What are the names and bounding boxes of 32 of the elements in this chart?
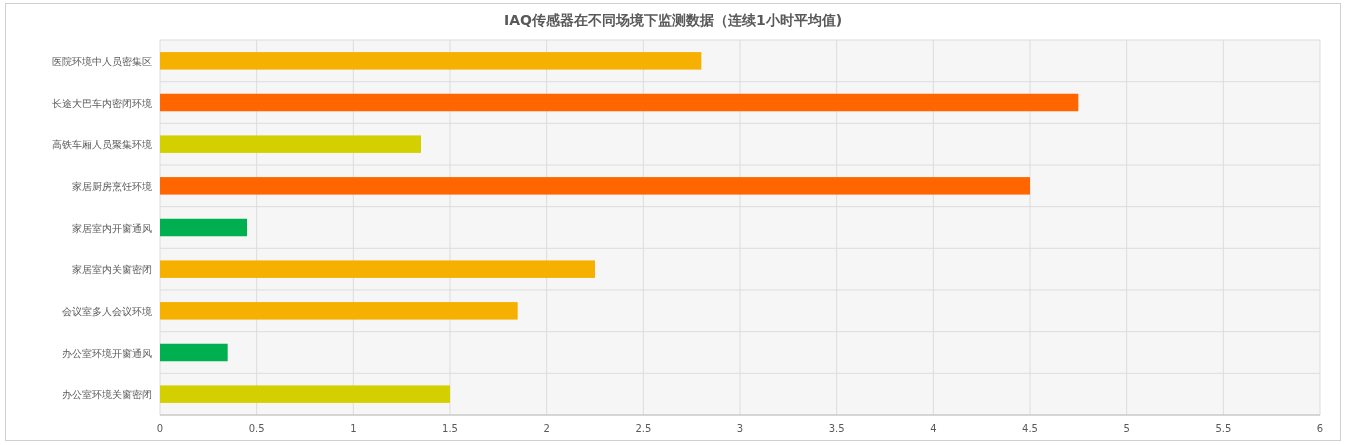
x-tick-label: 5 xyxy=(1123,423,1130,434)
bar xyxy=(160,135,421,153)
x-tick-label: 4.5 xyxy=(1022,423,1038,434)
y-tick-label: 会议室多人会议环境 xyxy=(62,305,152,317)
bar xyxy=(160,302,518,320)
x-tick-label: 2 xyxy=(543,423,550,434)
x-tick-label: 4 xyxy=(930,423,937,434)
bar xyxy=(160,218,247,237)
bar xyxy=(160,177,1030,195)
y-tick-label: 办公室环境关窗密闭 xyxy=(62,389,152,401)
x-tick-label: 2.5 xyxy=(635,423,652,434)
y-tick-label: 长途大巴车内密闭环境 xyxy=(52,97,152,109)
x-tick-label: 3 xyxy=(736,423,744,434)
bar xyxy=(160,260,595,278)
bar xyxy=(160,385,450,403)
y-tick-label: 医院环境中人员密集区 xyxy=(52,55,152,67)
x-tick-label: 3.5 xyxy=(828,423,845,434)
y-tick-label: 家居室内关窗密闭 xyxy=(72,264,152,276)
x-tick-label: 0 xyxy=(156,423,164,434)
bar xyxy=(160,343,228,362)
x-tick-label: 1.5 xyxy=(442,423,458,434)
bar xyxy=(160,93,1079,112)
y-tick-label: 办公室环境开窗通风 xyxy=(62,347,152,359)
x-tick-label: 5.5 xyxy=(1215,423,1232,434)
y-tick-label: 家居厨房烹饪环境 xyxy=(72,180,152,192)
x-tick-label: 6 xyxy=(1316,423,1324,434)
y-tick-label: 家居室内开窗通风 xyxy=(72,222,152,234)
chart-title: IAQ传感器在不同场境下监测数据（连续1小时平均值) xyxy=(503,12,843,28)
y-tick-label: 高铁车厢人员聚集环境 xyxy=(52,139,152,151)
x-tick-label: 0.5 xyxy=(248,423,265,434)
bar xyxy=(160,52,702,70)
x-tick-label: 1 xyxy=(350,423,357,434)
